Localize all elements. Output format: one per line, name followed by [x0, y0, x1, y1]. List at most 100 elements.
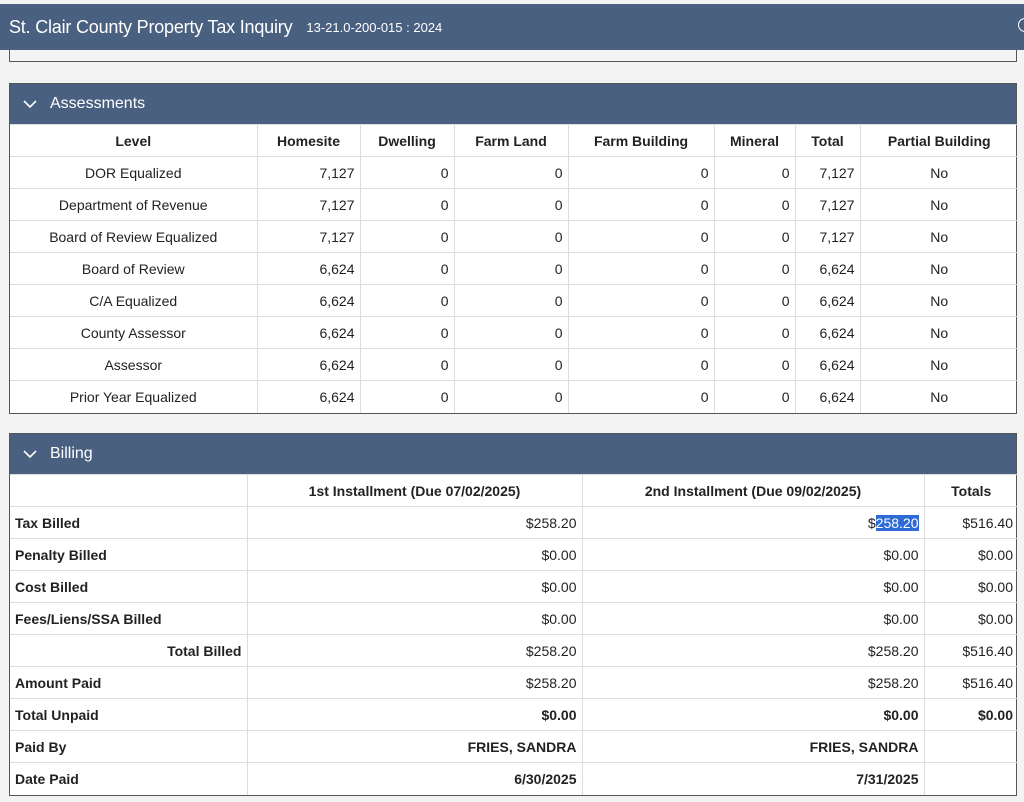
- partial-building-cell: No: [859, 284, 1018, 317]
- level-cell: Assessor: [10, 348, 258, 381]
- second-installment-value: $0.00: [581, 698, 925, 731]
- table-row: County Assessor 6,624 0 0 0 0 6,624 No: [10, 316, 1018, 349]
- column-header-level: Level: [10, 124, 258, 157]
- chevron-down-icon[interactable]: [22, 96, 38, 112]
- first-installment-value: $258.20: [246, 634, 583, 667]
- row-label: Penalty Billed: [10, 538, 248, 571]
- partial-building-cell: No: [859, 188, 1018, 221]
- level-cell: County Assessor: [10, 316, 258, 349]
- assessments-panel-header[interactable]: Assessments: [10, 84, 1016, 124]
- level-cell: C/A Equalized: [10, 284, 258, 317]
- column-header-totals: Totals: [923, 474, 1018, 507]
- chevron-down-icon[interactable]: [22, 446, 38, 462]
- partial-building-cell: No: [859, 380, 1018, 413]
- first-installment-value: $0.00: [246, 570, 583, 603]
- dwelling-cell: 0: [359, 156, 455, 189]
- farm-land-cell: 0: [453, 380, 569, 413]
- totals-value: [923, 762, 1018, 795]
- row-label: Date Paid: [10, 762, 248, 795]
- table-row: Total Unpaid $0.00 $0.00 $0.00: [10, 698, 1018, 731]
- row-label: Paid By: [10, 730, 248, 763]
- currency-symbol: $: [867, 514, 876, 531]
- homesite-cell: 6,624: [256, 380, 361, 413]
- first-installment-value: FRIES, SANDRA: [246, 730, 583, 763]
- level-cell: Board of Review: [10, 252, 258, 285]
- billing-panel-header[interactable]: Billing: [10, 434, 1016, 474]
- dwelling-cell: 0: [359, 284, 455, 317]
- partial-building-cell: No: [859, 220, 1018, 253]
- assessments-title: Assessments: [50, 95, 146, 112]
- app-header: St. Clair County Property Tax Inquiry 13…: [0, 4, 1024, 50]
- mineral-cell: 0: [713, 284, 796, 317]
- mineral-cell: 0: [713, 188, 796, 221]
- column-header-partial-building: Partial Building: [859, 124, 1018, 157]
- farm-land-cell: 0: [453, 188, 569, 221]
- homesite-cell: 7,127: [256, 188, 361, 221]
- farm-building-cell: 0: [567, 284, 715, 317]
- partial-building-cell: No: [859, 252, 1018, 285]
- total-cell: 6,624: [794, 348, 861, 381]
- column-header-homesite: Homesite: [256, 124, 361, 157]
- first-installment-value: 6/30/2025: [246, 762, 583, 795]
- mineral-cell: 0: [713, 380, 796, 413]
- homesite-cell: 6,624: [256, 284, 361, 317]
- table-row: Prior Year Equalized 6,624 0 0 0 0 6,624 No: [10, 380, 1018, 413]
- dwelling-cell: 0: [359, 316, 455, 349]
- total-cell: 6,624: [794, 252, 861, 285]
- table-row: Department of Revenue 7,127 0 0 0 0 7,127 No: [10, 188, 1018, 221]
- table-row: Amount Paid $258.20 $258.20 $516.40: [10, 666, 1018, 699]
- column-header-second-installment: 2nd Installment (Due 09/02/2025): [581, 474, 925, 507]
- totals-value: $516.40: [923, 666, 1018, 699]
- dwelling-cell: 0: [359, 220, 455, 253]
- totals-value: $516.40: [923, 634, 1018, 667]
- level-cell: Department of Revenue: [10, 188, 258, 221]
- farm-building-cell: 0: [567, 252, 715, 285]
- level-cell: DOR Equalized: [10, 156, 258, 189]
- table-row: DOR Equalized 7,127 0 0 0 0 7,127 No: [10, 156, 1018, 189]
- farm-building-cell: 0: [567, 348, 715, 381]
- row-label: Total Billed: [10, 634, 248, 667]
- billing-title: Billing: [50, 445, 93, 462]
- mineral-cell: 0: [713, 348, 796, 381]
- table-row: Total Billed $258.20 $258.20 $516.40: [10, 634, 1018, 667]
- totals-value: $0.00: [923, 538, 1018, 571]
- total-cell: 6,624: [794, 316, 861, 349]
- mineral-cell: 0: [713, 316, 796, 349]
- column-header-farm-building: Farm Building: [567, 124, 715, 157]
- first-installment-value: $0.00: [246, 602, 583, 635]
- farm-building-cell: 0: [567, 156, 715, 189]
- table-row: Cost Billed $0.00 $0.00 $0.00: [10, 570, 1018, 603]
- row-label: Cost Billed: [10, 570, 248, 603]
- row-label: Amount Paid: [10, 666, 248, 699]
- row-label: Tax Billed: [10, 506, 248, 539]
- parcel-number: 13-21.0-200-015 : 2024: [306, 19, 443, 35]
- close-icon[interactable]: [1018, 18, 1024, 32]
- previous-panel-edge: [9, 50, 1017, 62]
- partial-building-cell: No: [859, 316, 1018, 349]
- total-cell: 6,624: [794, 380, 861, 413]
- table-row: Penalty Billed $0.00 $0.00 $0.00: [10, 538, 1018, 571]
- column-header-mineral: Mineral: [713, 124, 796, 157]
- table-row: Date Paid 6/30/2025 7/31/2025: [10, 762, 1018, 795]
- totals-value: [923, 730, 1018, 763]
- dwelling-cell: 0: [359, 380, 455, 413]
- column-header-total: Total: [794, 124, 861, 157]
- farm-land-cell: 0: [453, 252, 569, 285]
- totals-value: $0.00: [923, 698, 1018, 731]
- partial-building-cell: No: [859, 156, 1018, 189]
- homesite-cell: 6,624: [256, 316, 361, 349]
- second-installment-value: FRIES, SANDRA: [581, 730, 925, 763]
- page-title: St. Clair County Property Tax Inquiry: [9, 16, 293, 37]
- table-row: Board of Review 6,624 0 0 0 0 6,624 No: [10, 252, 1018, 285]
- mineral-cell: 0: [713, 220, 796, 253]
- level-cell: Board of Review Equalized: [10, 220, 258, 253]
- second-installment-value: $0.00: [581, 602, 925, 635]
- first-installment-value: $258.20: [246, 506, 583, 539]
- table-row: Assessor 6,624 0 0 0 0 6,624 No: [10, 348, 1018, 381]
- total-cell: 7,127: [794, 156, 861, 189]
- dwelling-cell: 0: [359, 252, 455, 285]
- second-installment-value: $0.00: [581, 538, 925, 571]
- total-cell: 7,127: [794, 220, 861, 253]
- second-installment-value: $0.00: [581, 570, 925, 603]
- column-header-dwelling: Dwelling: [359, 124, 455, 157]
